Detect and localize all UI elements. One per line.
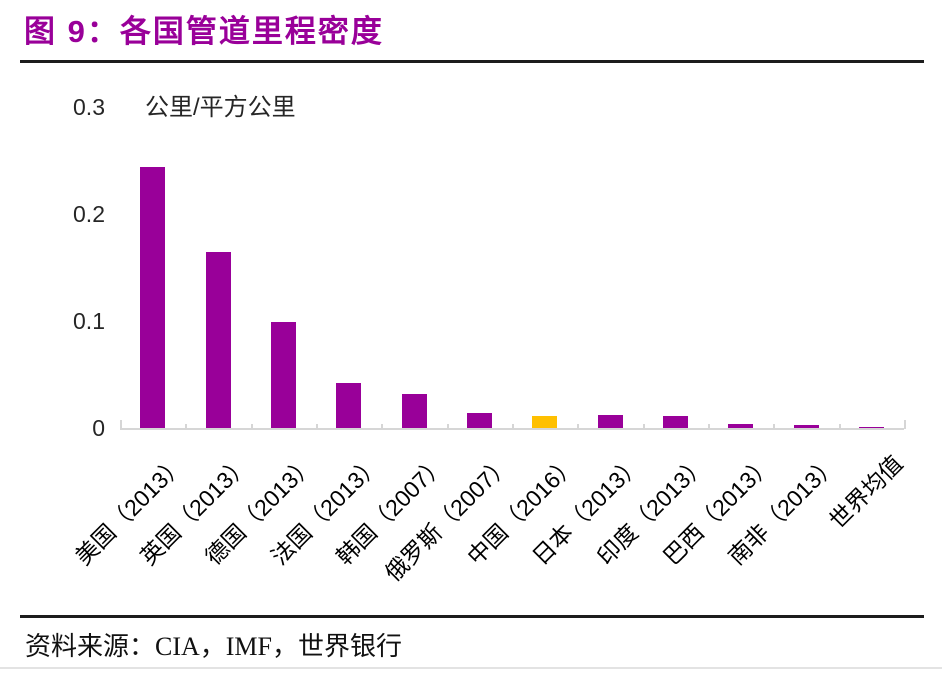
bar bbox=[532, 416, 558, 428]
x-axis-tick bbox=[838, 424, 841, 429]
y-tick-label: 0.1 bbox=[73, 308, 105, 334]
source-rule bbox=[20, 615, 924, 618]
bar bbox=[140, 167, 166, 428]
bar bbox=[858, 427, 884, 428]
y-tick-label: 0.2 bbox=[73, 201, 105, 227]
x-axis-tick bbox=[120, 420, 122, 429]
title-rule bbox=[20, 60, 924, 63]
bar bbox=[466, 413, 492, 428]
bar bbox=[205, 252, 231, 428]
bar bbox=[401, 394, 427, 428]
x-axis-tick bbox=[446, 424, 449, 429]
x-axis-tick bbox=[773, 424, 776, 429]
bar bbox=[662, 416, 688, 428]
x-axis-tick bbox=[577, 424, 580, 429]
x-axis-tick bbox=[708, 424, 710, 429]
x-axis-tick bbox=[250, 424, 253, 429]
x-axis-tick bbox=[512, 424, 514, 429]
x-axis-tick bbox=[642, 424, 645, 429]
y-tick-label: 0 bbox=[92, 415, 105, 441]
x-axis-tick bbox=[381, 424, 384, 429]
bar bbox=[793, 425, 819, 428]
y-tick-label: 0.3 bbox=[73, 94, 105, 120]
bar bbox=[336, 383, 362, 428]
x-axis-line bbox=[120, 428, 904, 430]
x-axis-tick bbox=[904, 420, 906, 429]
source-text: 资料来源：CIA，IMF，世界银行 bbox=[25, 632, 403, 661]
bar bbox=[728, 424, 754, 428]
bar bbox=[270, 322, 296, 428]
bar bbox=[597, 415, 623, 428]
bottom-rule bbox=[0, 667, 942, 669]
x-axis-tick bbox=[185, 424, 188, 429]
x-axis-tick bbox=[316, 424, 318, 429]
figure-title: 图 9：各国管道里程密度 bbox=[24, 14, 384, 49]
y-axis-unit-label: 公里/平方公里 bbox=[145, 94, 296, 121]
